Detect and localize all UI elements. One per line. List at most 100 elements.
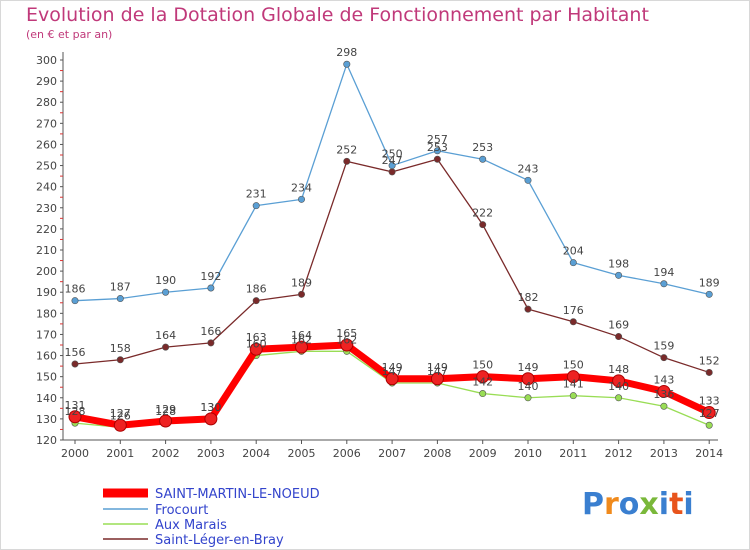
- data-label: 148: [608, 363, 629, 376]
- data-label: 164: [155, 329, 176, 342]
- data-label: 149: [427, 361, 448, 374]
- data-point-1: [569, 259, 577, 267]
- data-label: 147: [382, 365, 403, 378]
- proxiti-logo: Proxiti: [582, 487, 694, 522]
- y-tick-label: 220: [36, 223, 57, 236]
- y-tick-label: 210: [36, 244, 57, 257]
- data-point-0: [476, 370, 490, 384]
- legend-label-2: Aux Marais: [155, 518, 227, 533]
- data-label: 131: [65, 399, 86, 412]
- chart-subtitle: (en € et par an): [26, 28, 113, 41]
- logo-letter: i: [683, 487, 694, 522]
- data-point-1: [615, 271, 623, 279]
- data-point-1: [71, 297, 79, 305]
- data-point-2: [705, 421, 713, 429]
- data-label: 159: [653, 340, 674, 353]
- x-tick-label: 2010: [514, 447, 542, 460]
- x-tick-label: 2002: [152, 447, 180, 460]
- data-label: 186: [246, 283, 267, 296]
- data-point-0: [113, 418, 127, 432]
- data-label: 257: [427, 133, 448, 146]
- data-point-3: [343, 157, 351, 165]
- data-point-0: [385, 372, 399, 386]
- data-point-3: [569, 318, 577, 326]
- y-tick-label: 260: [36, 138, 57, 151]
- data-point-1: [252, 202, 260, 210]
- data-point-1: [116, 295, 124, 303]
- data-point-0: [68, 410, 82, 424]
- data-label: 162: [336, 333, 357, 346]
- data-label: 298: [336, 46, 357, 59]
- data-label: 128: [65, 405, 86, 418]
- data-label: 133: [699, 395, 720, 408]
- y-tick-label: 230: [36, 202, 57, 215]
- data-label: 190: [155, 274, 176, 287]
- chart-title: Evolution de la Dotation Globale de Fonc…: [26, 4, 649, 26]
- data-point-1: [297, 195, 305, 203]
- data-point-3: [162, 343, 170, 351]
- data-point-0: [612, 374, 626, 388]
- y-tick-label: 170: [36, 328, 57, 341]
- data-label: 147: [427, 365, 448, 378]
- data-label: 149: [518, 361, 539, 374]
- data-label: 198: [608, 257, 629, 270]
- data-point-2: [569, 392, 577, 400]
- data-label: 194: [653, 266, 674, 279]
- y-tick-label: 300: [36, 54, 57, 67]
- data-label: 130: [200, 401, 221, 414]
- logo-letter: i: [658, 487, 670, 522]
- data-point-1: [660, 280, 668, 288]
- y-tick-label: 250: [36, 160, 57, 173]
- data-point-2: [479, 390, 487, 398]
- data-point-0: [249, 342, 263, 356]
- data-point-1: [343, 60, 351, 68]
- data-label: 127: [110, 407, 131, 420]
- data-label: 136: [653, 388, 674, 401]
- logo-letter: P: [582, 487, 604, 522]
- data-label: 247: [382, 154, 403, 167]
- data-label: 149: [382, 361, 403, 374]
- x-tick-label: 2000: [61, 447, 89, 460]
- data-label: 160: [246, 338, 267, 351]
- data-label: 166: [200, 325, 221, 338]
- data-point-1: [207, 284, 215, 292]
- data-point-3: [705, 368, 713, 376]
- data-label: 186: [65, 283, 86, 296]
- data-label: 143: [653, 373, 674, 386]
- y-tick-label: 240: [36, 181, 57, 194]
- x-tick-label: 2011: [559, 447, 587, 460]
- data-label: 142: [472, 376, 493, 389]
- data-label: 250: [382, 148, 403, 161]
- data-point-3: [660, 354, 668, 362]
- x-tick-label: 2001: [106, 447, 134, 460]
- data-label: 231: [246, 188, 267, 201]
- data-label: 222: [472, 207, 493, 220]
- data-point-0: [340, 338, 354, 352]
- data-label: 141: [563, 378, 584, 391]
- data-label: 189: [699, 276, 720, 289]
- data-label: 150: [563, 359, 584, 372]
- data-label: 163: [246, 331, 267, 344]
- data-label: 162: [291, 333, 312, 346]
- data-point-3: [524, 305, 532, 313]
- data-label: 187: [110, 281, 131, 294]
- data-point-0: [204, 412, 218, 426]
- data-label: 189: [291, 276, 312, 289]
- y-tick-label: 120: [36, 434, 57, 447]
- data-label: 253: [472, 141, 493, 154]
- y-tick-label: 180: [36, 307, 57, 320]
- data-point-3: [207, 339, 215, 347]
- data-point-3: [615, 333, 623, 341]
- y-tick-label: 290: [36, 75, 57, 88]
- data-point-0: [295, 340, 308, 354]
- data-label: 165: [336, 327, 357, 340]
- data-label: 140: [518, 380, 539, 393]
- data-point-0: [566, 370, 580, 384]
- data-point-1: [162, 288, 170, 296]
- data-label: 150: [472, 359, 493, 372]
- series-lines: [68, 60, 716, 432]
- data-label: 158: [110, 342, 131, 355]
- legend-label-1: Frocourt: [155, 503, 208, 518]
